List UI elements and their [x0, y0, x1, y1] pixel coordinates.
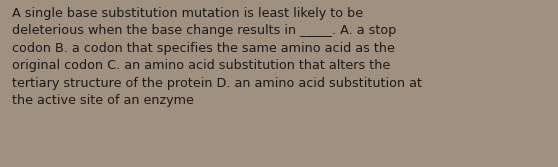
Text: A single base substitution mutation is least likely to be
deleterious when the b: A single base substitution mutation is l…: [12, 7, 422, 107]
